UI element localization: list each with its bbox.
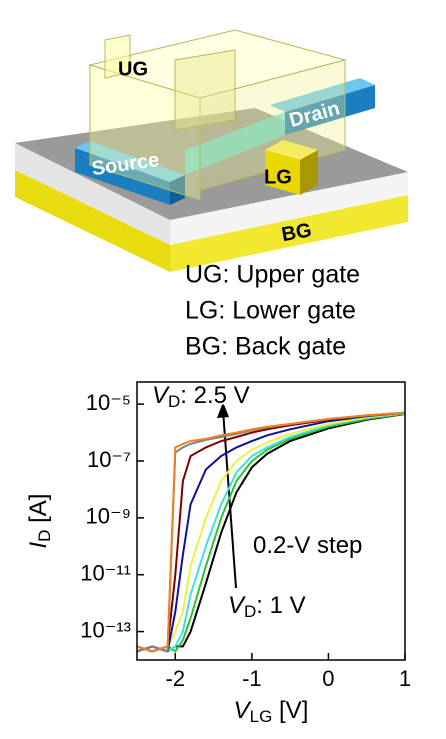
annotation: 0.2-V step — [253, 532, 362, 559]
symbol: I — [25, 541, 52, 548]
channel — [185, 112, 285, 175]
diagram-label: UG — [118, 58, 148, 80]
y-tick-label: 10⁻⁹ — [85, 504, 131, 529]
text: : 1 V — [256, 592, 305, 619]
y-axis-title: ID [A] — [25, 494, 54, 549]
symbol: V — [152, 382, 170, 409]
plot-frame — [136, 381, 406, 661]
y-tick-label: 10⁻¹¹ — [80, 561, 131, 586]
drain-front — [285, 85, 375, 135]
y-tick-label: 10⁻⁵ — [86, 390, 131, 415]
subscript: D — [35, 530, 54, 542]
text: : 2.5 V — [180, 382, 249, 409]
arrow-head — [217, 402, 229, 418]
lg-side — [300, 150, 318, 195]
text: 0.2-V step — [253, 532, 362, 559]
diagram-label: LG — [264, 166, 292, 188]
source-front — [75, 148, 170, 205]
series-line — [136, 412, 406, 653]
bg-right — [170, 195, 408, 272]
subscript: LG — [250, 707, 273, 726]
annotation: VD: 1 V — [228, 592, 306, 621]
series-line — [136, 411, 406, 653]
bg-left — [15, 170, 170, 272]
source-end — [170, 175, 185, 205]
key-line: LG: Lower gate — [185, 297, 356, 325]
key-line: BG: Back gate — [185, 333, 346, 361]
source-top — [75, 141, 185, 182]
y-tick-label: 10⁻⁷ — [87, 447, 131, 472]
x-tick-label: -1 — [242, 666, 262, 691]
x-axis-title: VLG [V] — [234, 697, 309, 726]
symbol: V — [234, 697, 252, 724]
series-line — [136, 411, 406, 653]
x-tick-label: 0 — [322, 666, 334, 691]
oxide-right — [170, 172, 408, 245]
drain-top — [270, 78, 375, 112]
x-tick-label: 1 — [399, 666, 411, 691]
ug-stem — [174, 49, 236, 131]
text: [V] — [272, 697, 308, 724]
lg-front — [265, 150, 300, 195]
diagram-label: BG — [280, 219, 313, 246]
symbol: V — [228, 592, 246, 619]
device-diagram: UG Drain Source LG BG — [15, 29, 408, 272]
subscript: D — [168, 392, 180, 411]
ug-fin — [104, 34, 131, 79]
annotation: VD: 2.5 V — [152, 382, 250, 411]
subscript: D — [244, 602, 256, 621]
oxide-left — [15, 143, 170, 245]
y-tick-label: 10⁻¹³ — [80, 617, 131, 642]
series-line — [136, 412, 406, 653]
lg-top — [265, 140, 318, 160]
text: [A] — [25, 494, 52, 530]
x-tick-label: -2 — [166, 666, 186, 691]
key-line: UG: Upper gate — [185, 261, 360, 289]
